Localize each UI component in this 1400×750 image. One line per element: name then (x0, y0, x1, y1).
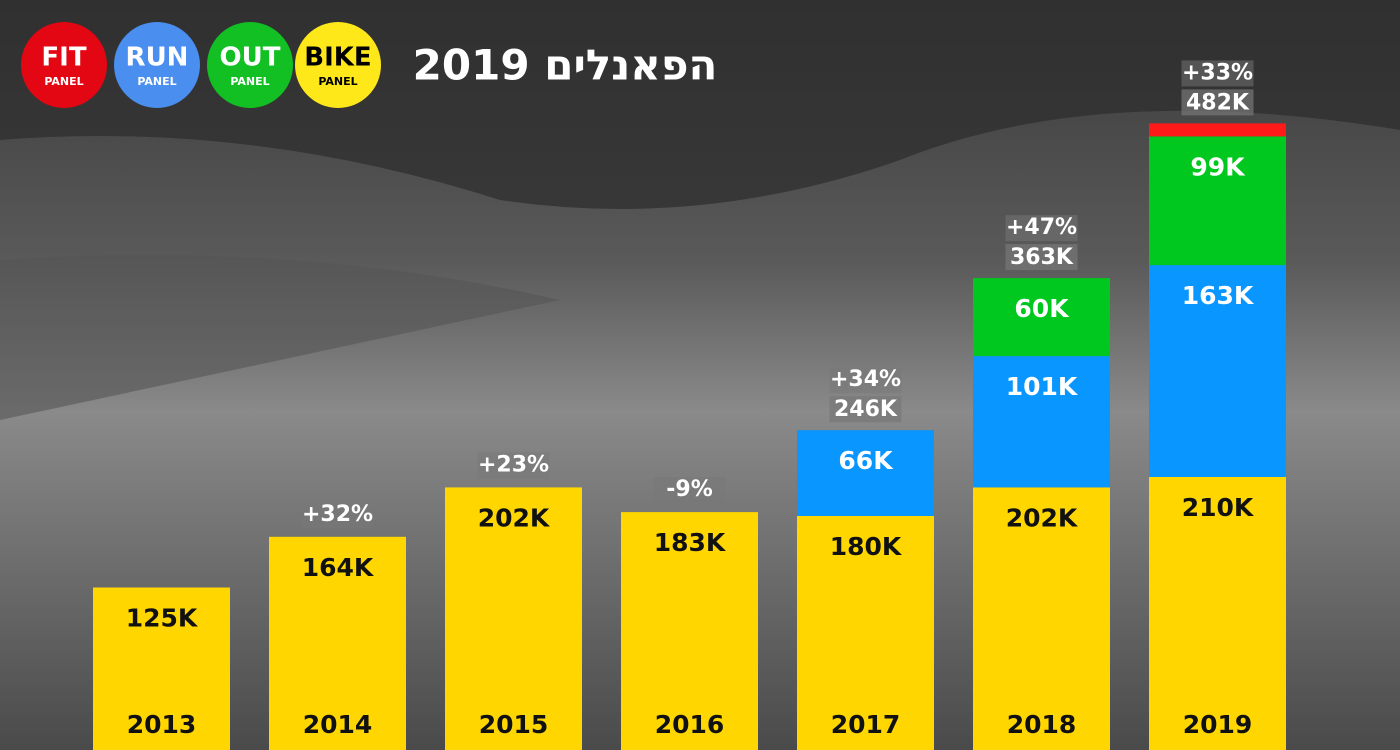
label-box (301, 501, 374, 528)
legend-sublabel: PANEL (230, 75, 269, 88)
total-label: 482K (1186, 90, 1250, 115)
value-label: 125K (126, 604, 199, 633)
value-label: 180K (830, 532, 903, 561)
legend-swatch (21, 22, 107, 108)
legend-swatch (114, 22, 200, 108)
legend-sublabel: PANEL (318, 75, 357, 88)
bar-segment (1149, 136, 1286, 266)
bar-segment (269, 536, 406, 750)
label-box (829, 396, 902, 423)
label-box (1005, 244, 1078, 271)
bar-segment (621, 512, 758, 750)
value-label: 202K (1006, 503, 1079, 532)
legend-label: RUN (126, 43, 189, 73)
value-label: 202K (478, 503, 551, 532)
value-label: 163K (1182, 281, 1255, 310)
legend-label: OUT (220, 43, 281, 73)
bar-segment (973, 278, 1110, 357)
x-tick-label: 2016 (655, 710, 725, 739)
bar-segment (1149, 123, 1286, 137)
x-tick-label: 2019 (1183, 710, 1253, 739)
x-tick-label: 2015 (479, 710, 549, 739)
x-tick-label: 2014 (303, 710, 373, 739)
value-label: 99K (1190, 152, 1246, 181)
bar-segment (93, 587, 230, 750)
bar-segment (1149, 265, 1286, 477)
bar-segment (797, 516, 934, 750)
growth-label: +47% (1006, 215, 1077, 240)
chart-title: הפאנלים 2019 (413, 41, 718, 90)
growth-label: +32% (302, 502, 373, 527)
label-box (477, 452, 550, 479)
x-tick-label: 2018 (1007, 710, 1077, 739)
value-label: 60K (1014, 294, 1070, 323)
total-label: 363K (1010, 245, 1074, 270)
growth-label: -9% (666, 477, 712, 502)
x-tick-label: 2013 (127, 710, 197, 739)
legend-label: FIT (41, 43, 86, 73)
legend-label: BIKE (304, 43, 371, 73)
legend-swatch (295, 22, 381, 108)
value-label: 183K (654, 528, 727, 557)
bar-segment (797, 430, 934, 516)
value-label: 164K (302, 553, 375, 582)
bar-segment (973, 487, 1110, 750)
growth-label: +33% (1182, 60, 1253, 85)
label-box (829, 367, 902, 394)
bar-segment (445, 487, 582, 750)
bar-segment (1149, 477, 1286, 750)
legend-sublabel: PANEL (137, 75, 176, 88)
total-label: 246K (834, 397, 898, 422)
field (0, 255, 560, 420)
label-box (1181, 60, 1254, 87)
growth-label: +23% (478, 452, 549, 477)
bar-segment (973, 356, 1110, 488)
value-label: 66K (838, 446, 894, 475)
label-box (653, 477, 726, 504)
legend-sublabel: PANEL (44, 75, 83, 88)
label-box (1005, 215, 1078, 242)
growth-label: +34% (830, 367, 901, 392)
value-label: 210K (1182, 493, 1255, 522)
x-tick-label: 2017 (831, 710, 901, 739)
value-label: 101K (1006, 372, 1079, 401)
legend-swatch (207, 22, 293, 108)
label-box (1181, 89, 1254, 116)
